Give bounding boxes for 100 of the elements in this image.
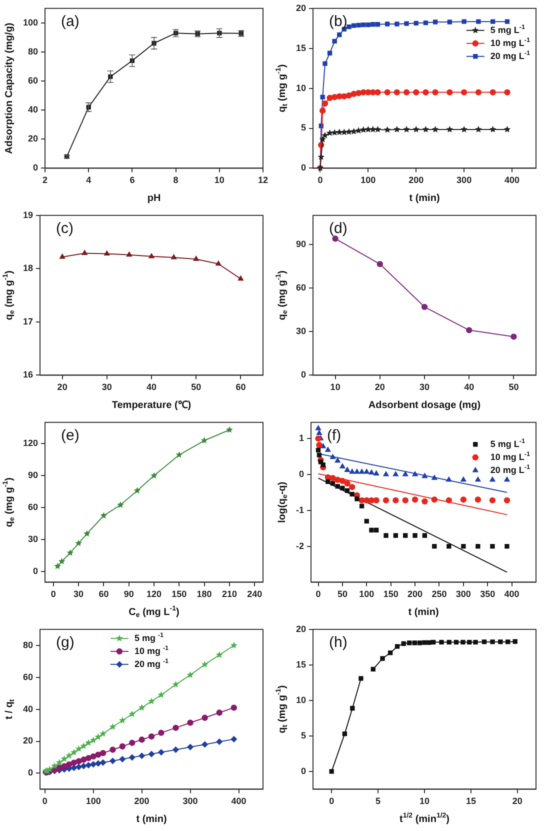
x-tick-label: 60 [236, 382, 246, 392]
x-tick-label: 0 [329, 796, 334, 806]
y-tick-label: 80 [28, 46, 38, 56]
x-tick-label: 100 [86, 796, 101, 806]
x-axis-title: t (min) [408, 606, 439, 618]
x-tick-label: 4 [86, 175, 92, 186]
x-tick-label: 60 [98, 589, 109, 600]
y-tick-label: 17 [22, 316, 34, 326]
y-tick-label: 100 [22, 17, 38, 28]
x-tick-label: 300 [456, 589, 471, 600]
y-tick-label: 40 [22, 704, 34, 714]
y-tick-label: 20 [296, 2, 306, 13]
x-tick-label: 150 [383, 589, 398, 600]
x-axis-title: pH [147, 192, 161, 204]
x-tick-label: 5 [376, 796, 381, 806]
x-tick-label: 2 [42, 175, 48, 186]
x-tick-label: 30 [74, 589, 84, 600]
y-tick-label: 90 [28, 470, 38, 480]
y-tick-label: 0 [33, 566, 38, 576]
y-tick-label: 40 [28, 104, 38, 115]
y-tick-label: 80 [22, 640, 34, 650]
y-tick-label: 20 [28, 134, 38, 144]
x-tick-label: 50 [508, 382, 519, 392]
chart-title: (d) [329, 220, 348, 238]
y-tick-label: 20 [296, 624, 306, 634]
x-axis-title: Adsorbent dosage (mg) [368, 400, 481, 411]
x-axis-title: Temperature (℃) [112, 400, 192, 411]
x-tick-label: 50 [337, 589, 348, 600]
y-tick-label: 19 [22, 210, 34, 220]
x-tick-label: 400 [504, 589, 520, 600]
x-tick-label: 30 [420, 382, 430, 392]
y-tick-label: -1 [296, 504, 304, 515]
y-tick-label: 15 [296, 42, 306, 53]
y-tick-label: 30 [296, 326, 306, 336]
x-tick-label: 180 [196, 589, 212, 600]
x-tick-label: 300 [456, 175, 472, 186]
y-tick-label: 0 [28, 768, 34, 778]
y-tick-label: 0 [300, 370, 306, 380]
y-tick-label: 90 [296, 238, 306, 249]
x-tick-label: 0 [42, 796, 48, 806]
x-tick-label: 0 [318, 175, 323, 186]
x-tick-label: 40 [464, 382, 474, 392]
y-tick-label: 0 [298, 468, 304, 479]
x-tick-label: 20 [57, 382, 68, 392]
y-tick-label: 10 [296, 82, 306, 93]
y-tick-label: 0 [300, 766, 306, 776]
x-tick-label: 240 [247, 589, 262, 600]
x-tick-label: 50 [191, 382, 202, 392]
y-tick-label: 20 [22, 736, 34, 746]
y-tick-label: 10 [296, 694, 306, 705]
x-axis-title: t (min) [409, 192, 440, 204]
y-tick-label: 5 [300, 122, 306, 133]
chart-title: (f) [327, 427, 342, 444]
x-tick-label: 100 [359, 589, 374, 600]
chart-title: (e) [61, 427, 80, 444]
y-axis-title: Adsorption Capacity (mg/g) [4, 22, 15, 154]
y-tick-label: 5 [300, 730, 306, 740]
x-tick-label: 100 [360, 175, 376, 186]
x-tick-label: 150 [172, 589, 187, 600]
x-tick-label: 10 [420, 796, 430, 806]
y-tick-label: 60 [28, 502, 38, 512]
x-tick-label: 90 [124, 589, 134, 600]
x-tick-label: 400 [504, 175, 520, 186]
y-tick-label: 1 [298, 433, 304, 444]
x-axis-title: t (min) [136, 814, 167, 825]
y-tick-label: 120 [22, 438, 38, 448]
x-tick-label: 12 [258, 175, 268, 186]
x-tick-label: 400 [231, 796, 246, 806]
x-tick-label: 15 [466, 796, 476, 806]
y-tick-label: 0 [33, 162, 38, 173]
x-tick-label: 10 [330, 382, 340, 392]
chart-title: (h) [329, 634, 348, 652]
y-tick-label: 18 [22, 263, 34, 274]
x-tick-label: 250 [432, 589, 447, 600]
x-tick-label: 30 [102, 382, 112, 392]
chart-title: (c) [56, 220, 74, 238]
y-tick-label: 60 [28, 76, 38, 86]
y-tick-label: 0 [300, 162, 306, 173]
chart-title: (g) [56, 634, 74, 652]
x-tick-label: 210 [222, 589, 237, 600]
y-tick-label: -2 [296, 540, 304, 551]
x-tick-label: 20 [512, 796, 522, 806]
x-tick-label: 200 [408, 175, 424, 186]
x-tick-label: 8 [173, 175, 178, 186]
x-tick-label: 40 [146, 382, 157, 392]
x-tick-label: 300 [182, 796, 198, 806]
y-tick-label: 60 [22, 672, 34, 682]
x-tick-label: 20 [374, 382, 385, 392]
x-tick-label: 200 [408, 589, 423, 600]
x-tick-label: 0 [50, 589, 56, 600]
chart-title: (a) [61, 13, 80, 30]
x-tick-label: 6 [130, 175, 135, 186]
y-tick-label: 60 [296, 282, 306, 293]
x-tick-label: 120 [146, 589, 162, 600]
x-tick-label: 0 [316, 589, 321, 600]
y-tick-label: 30 [28, 534, 38, 544]
chart-title: (b) [329, 13, 348, 30]
x-tick-label: 10 [214, 175, 224, 186]
y-tick-label: 15 [296, 659, 306, 670]
x-tick-label: 350 [480, 589, 496, 600]
